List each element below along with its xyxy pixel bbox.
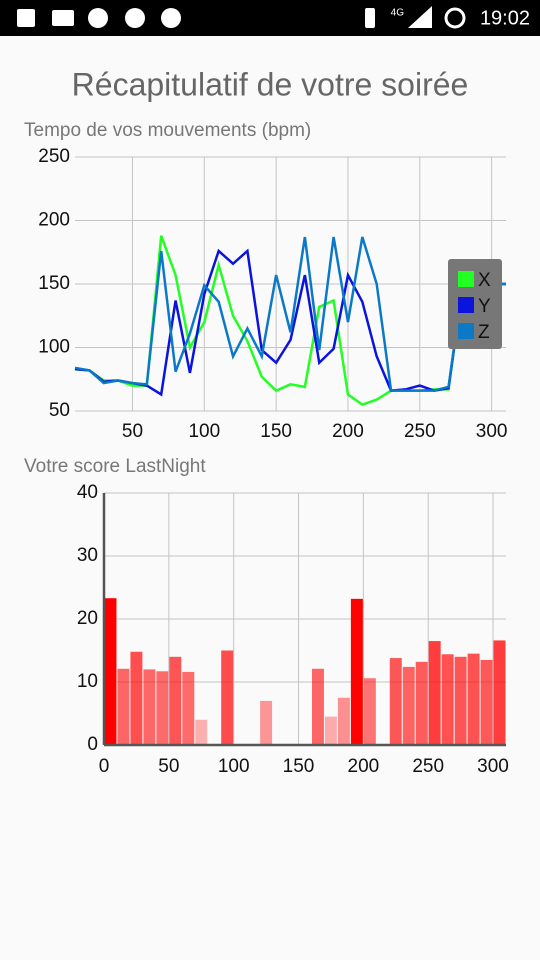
data-line xyxy=(74,248,506,397)
page-title: Récapitulatif de votre soirée xyxy=(72,66,469,102)
x-tick-label: 50 xyxy=(122,421,143,442)
battery-icon xyxy=(444,7,466,29)
y-tick-label: 250 xyxy=(38,146,70,167)
x-tick-label: 150 xyxy=(283,756,315,777)
bar xyxy=(441,654,454,745)
x-tick-label: 50 xyxy=(158,756,179,777)
x-tick-label: 200 xyxy=(348,756,380,777)
data-line xyxy=(74,236,506,392)
bar xyxy=(363,678,376,745)
bar xyxy=(260,700,273,745)
x-tick-label: 100 xyxy=(188,421,220,442)
legend-swatch xyxy=(458,271,474,287)
chart-title: Tempo de vos mouvements (bpm) xyxy=(24,120,311,141)
x-tick-label: 300 xyxy=(477,756,509,777)
x-tick-label: 250 xyxy=(404,421,436,442)
network-type: 4G xyxy=(391,8,405,19)
bar xyxy=(337,697,350,745)
legend-label: X xyxy=(478,270,491,291)
clock: 19:02 xyxy=(480,7,530,29)
legend-swatch xyxy=(458,297,474,313)
y-tick-label: 0 xyxy=(87,734,98,755)
mail-icon xyxy=(52,10,74,26)
legend-label: Z xyxy=(478,322,490,343)
x-tick-label: 0 xyxy=(99,756,110,777)
y-tick-label: 10 xyxy=(77,671,98,692)
status-bar xyxy=(0,0,540,36)
legend-swatch xyxy=(458,323,474,339)
signal-icon xyxy=(408,6,432,28)
bar xyxy=(195,719,208,745)
bar xyxy=(221,650,234,745)
y-tick-label: 20 xyxy=(77,608,98,629)
facebook-icon xyxy=(17,9,35,27)
bar xyxy=(311,668,324,745)
bar xyxy=(156,671,169,745)
bar xyxy=(324,716,337,745)
messenger-icon xyxy=(88,8,108,28)
messenger-icon xyxy=(125,8,145,28)
x-tick-label: 300 xyxy=(476,421,508,442)
bar xyxy=(130,651,143,745)
vibrate-icon xyxy=(365,8,375,28)
status-icons xyxy=(17,6,466,29)
bar xyxy=(480,659,493,745)
messenger-icon xyxy=(161,8,181,28)
bar xyxy=(402,666,415,745)
y-tick-label: 50 xyxy=(49,400,70,421)
bar xyxy=(117,668,130,745)
legend-label: Y xyxy=(478,296,491,317)
bar xyxy=(428,641,441,745)
bar xyxy=(389,658,402,745)
bar xyxy=(143,669,156,745)
bar xyxy=(454,656,467,745)
y-tick-label: 40 xyxy=(77,482,98,503)
y-tick-label: 150 xyxy=(38,273,70,294)
x-tick-label: 150 xyxy=(260,421,292,442)
y-tick-label: 30 xyxy=(77,545,98,566)
x-tick-label: 100 xyxy=(218,756,250,777)
bar xyxy=(169,656,182,745)
x-tick-label: 250 xyxy=(412,756,444,777)
bar xyxy=(350,598,363,745)
bar xyxy=(182,671,195,745)
chart-title: Votre score LastNight xyxy=(24,456,206,477)
y-tick-label: 200 xyxy=(38,210,70,231)
legend-box xyxy=(448,259,502,349)
bar xyxy=(493,640,506,745)
data-line xyxy=(74,235,506,407)
bar xyxy=(104,598,117,745)
bar xyxy=(467,653,480,745)
x-tick-label: 200 xyxy=(332,421,364,442)
bar xyxy=(415,661,428,745)
y-tick-label: 100 xyxy=(38,337,70,358)
